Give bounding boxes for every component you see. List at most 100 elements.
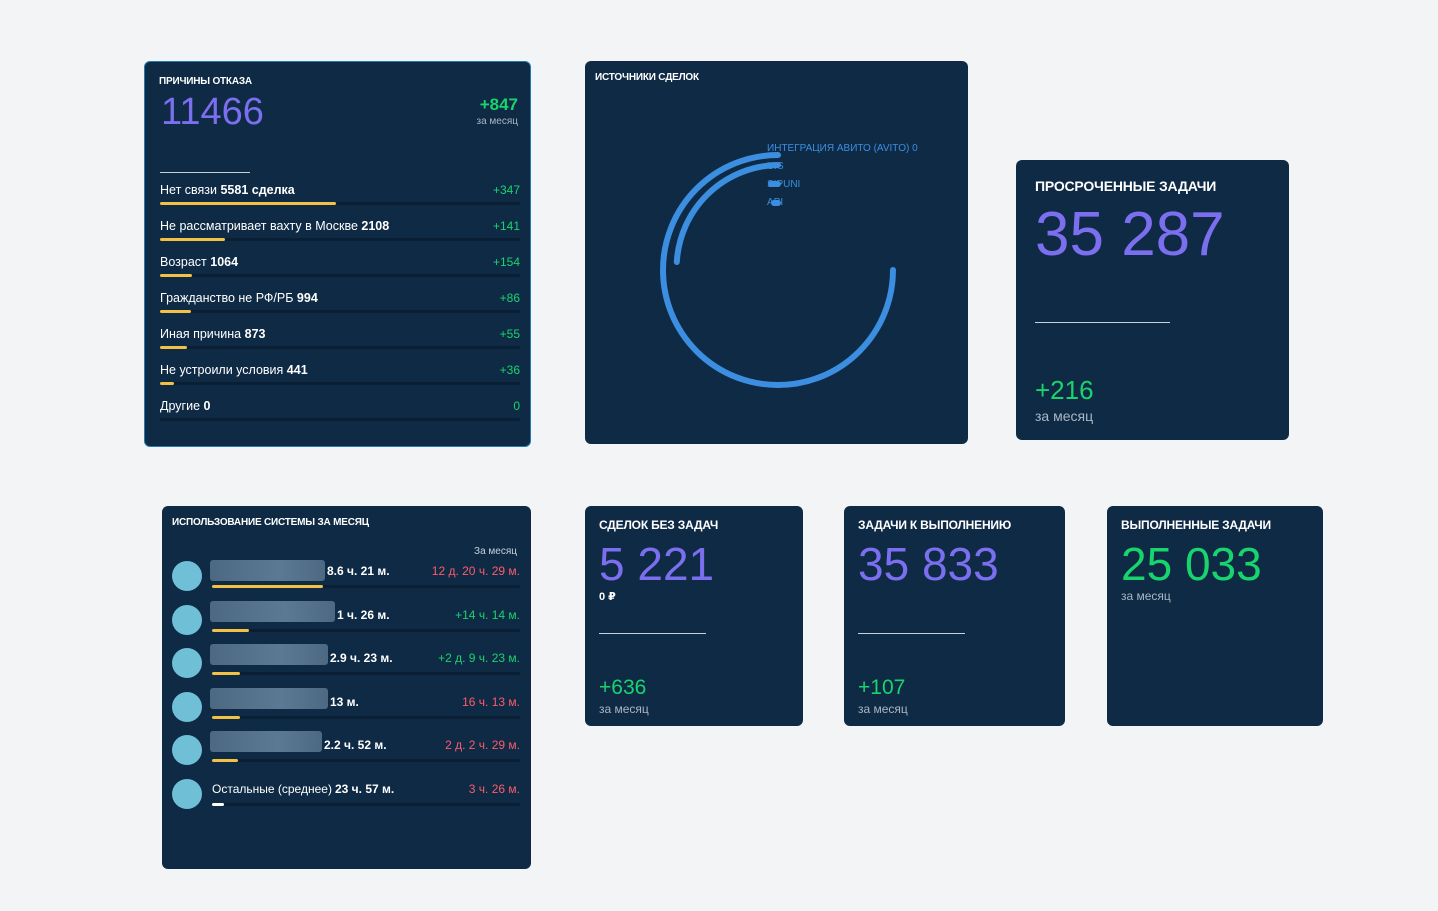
avatar: [172, 561, 202, 591]
tasks-done-card: ВЫПОЛНЕННЫЕ ЗАДАЧИ 25 033 за месяц: [1107, 506, 1323, 726]
overdue-tasks-card: ПРОСРОЧЕННЫЕ ЗАДАЧИ 35 287 +216 за месяц: [1016, 160, 1289, 440]
rejection-row[interactable]: Гражданство не РФ/РБ 994 +86: [160, 291, 520, 327]
rejection-row-bar: [160, 274, 520, 277]
usage-bar: [212, 672, 520, 675]
usage-time: 8.6 ч. 21 м.: [327, 564, 390, 578]
card-title: ИСПОЛЬЗОВАНИЕ СИСТЕМЫ ЗА МЕСЯЦ: [172, 517, 369, 528]
legend-item-api: API: [767, 197, 784, 208]
todo-delta: +107: [858, 676, 906, 699]
avatar: [172, 604, 202, 635]
user-name-redacted: [210, 687, 328, 709]
avatar: [172, 648, 202, 678]
usage-bar: [212, 628, 520, 632]
rejection-row-label: Не устроили условия 441: [160, 363, 308, 377]
divider: [160, 172, 250, 173]
legend-item-uis: UIS: [767, 161, 784, 172]
deals-without-tasks-card: СДЕЛОК БЕЗ ЗАДАЧ 5 221 0 ₽ +636 за месяц: [585, 506, 803, 726]
usage-time: 2.9 ч. 23 м.: [330, 651, 393, 665]
user-name-redacted: [210, 644, 328, 665]
user-name-redacted: [210, 600, 335, 622]
tasks-todo-card: ЗАДАЧИ К ВЫПОЛНЕНИЮ 35 833 +107 за месяц: [844, 506, 1065, 726]
rejection-row-delta: 0: [513, 399, 520, 413]
usage-delta: 16 ч. 13 м.: [462, 694, 520, 709]
rejection-row-bar: [160, 418, 520, 421]
card-title: ЗАДАЧИ К ВЫПОЛНЕНИЮ: [858, 518, 1012, 532]
legend-item-sipuni: SIPUNI: [767, 179, 801, 190]
usage-bar-fill: [212, 628, 249, 632]
done-value: 25 033: [1121, 538, 1262, 590]
todo-value: 35 833: [858, 538, 999, 590]
rejection-delta-label: за месяц: [476, 116, 518, 127]
overdue-value: 35 287: [1035, 200, 1225, 269]
rejection-row-bar-fill: [160, 346, 187, 349]
card-title: СДЕЛОК БЕЗ ЗАДАЧ: [599, 518, 719, 532]
rejection-row-bar: [160, 346, 520, 349]
user-name: Остальные (среднее): [212, 781, 332, 796]
usage-row[interactable]: 2.9 ч. 23 м. +2 д. 9 ч. 23 м.: [172, 644, 520, 685]
done-delta-label: за месяц: [1121, 589, 1171, 603]
rejection-row-bar-fill: [160, 274, 193, 277]
card-title: ПРИЧИНЫ ОТКАЗА: [159, 76, 252, 87]
rejection-row-delta: +347: [492, 183, 520, 197]
period-label: За месяц: [474, 546, 517, 557]
deals-money: 0 ₽: [599, 591, 616, 603]
rejection-row-label: Возраст 1064: [160, 255, 239, 269]
usage-row[interactable]: 8.6 ч. 21 м. 12 д. 20 ч. 29 м.: [172, 560, 520, 598]
legend-item-avito: ИНТЕГРАЦИЯ АВИТО (AVITO) 0: [767, 143, 918, 154]
rejection-row-label: Иная причина 873: [160, 327, 266, 341]
avatar: [172, 691, 202, 722]
usage-bar: [212, 585, 520, 588]
usage-delta: 3 ч. 26 м.: [468, 781, 520, 796]
rejection-row-delta: +154: [492, 255, 520, 269]
overdue-delta: +216: [1035, 375, 1094, 405]
rejection-row-bar-fill: [160, 202, 337, 205]
usage-row[interactable]: Остальные (среднее) 23 ч. 57 м. 3 ч. 26 м.: [172, 778, 520, 816]
usage-bar-fill: [212, 585, 323, 588]
rejection-row-bar: [160, 310, 520, 313]
rejection-total: 11466: [161, 91, 264, 133]
avatar: [172, 735, 202, 765]
divider: [1035, 322, 1170, 323]
usage-delta: +2 д. 9 ч. 23 м.: [438, 651, 520, 665]
usage-time: 13 м.: [330, 694, 359, 709]
usage-bar-fill: [212, 672, 240, 675]
deals-value: 5 221: [599, 538, 715, 590]
usage-bar: [212, 802, 520, 806]
rejection-row-delta: +86: [499, 291, 520, 305]
usage-row[interactable]: 1 ч. 26 м. +14 ч. 14 м.: [172, 600, 520, 642]
radial-arc-avito: [660, 152, 896, 388]
usage-delta: 12 д. 20 ч. 29 м.: [431, 564, 520, 578]
rejection-row[interactable]: Не устроили условия 441 +36: [160, 363, 520, 399]
user-name-redacted: [210, 731, 322, 752]
rejection-row-delta: +36: [499, 363, 520, 377]
divider: [599, 633, 706, 634]
rejection-row-delta: +141: [492, 219, 520, 233]
overdue-delta-label: за месяц: [1035, 408, 1094, 424]
rejection-row-bar: [160, 202, 520, 205]
rejection-row[interactable]: Не рассматривает вахту в Москве 2108 +141: [160, 219, 520, 255]
rejection-row-bar-fill: [160, 310, 191, 313]
card-title: ВЫПОЛНЕННЫЕ ЗАДАЧИ: [1121, 518, 1271, 532]
usage-row[interactable]: 2.2 ч. 52 м. 2 д. 2 ч. 29 м.: [172, 731, 520, 772]
rejection-delta: +847: [479, 95, 518, 114]
rejection-row[interactable]: Другие 0 0: [160, 399, 520, 435]
rejection-row-bar-fill: [160, 382, 175, 385]
user-name-redacted: [210, 560, 325, 581]
radial-arc-uis: [673, 162, 781, 265]
rejection-row[interactable]: Возраст 1064 +154: [160, 255, 520, 291]
card-title: ИСТОЧНИКИ СДЕЛОК: [595, 72, 699, 83]
usage-time: 1 ч. 26 м.: [337, 607, 390, 622]
sources-radial-chart: [660, 152, 896, 388]
usage-bar-fill: [212, 802, 225, 806]
deals-delta: +636: [599, 676, 647, 699]
card-title: ПРОСРОЧЕННЫЕ ЗАДАЧИ: [1035, 178, 1217, 194]
usage-row[interactable]: 13 м. 16 ч. 13 м.: [172, 687, 520, 729]
usage-delta: +14 ч. 14 м.: [455, 607, 520, 622]
rejection-row[interactable]: Нет связи 5581 сделка +347: [160, 183, 520, 219]
deals-delta-label: за месяц: [599, 702, 649, 716]
usage-bar: [212, 759, 520, 762]
rejection-row[interactable]: Иная причина 873 +55: [160, 327, 520, 363]
usage-bar-fill: [212, 715, 240, 719]
todo-delta-label: за месяц: [858, 702, 908, 716]
rejection-row-bar-fill: [160, 238, 225, 241]
